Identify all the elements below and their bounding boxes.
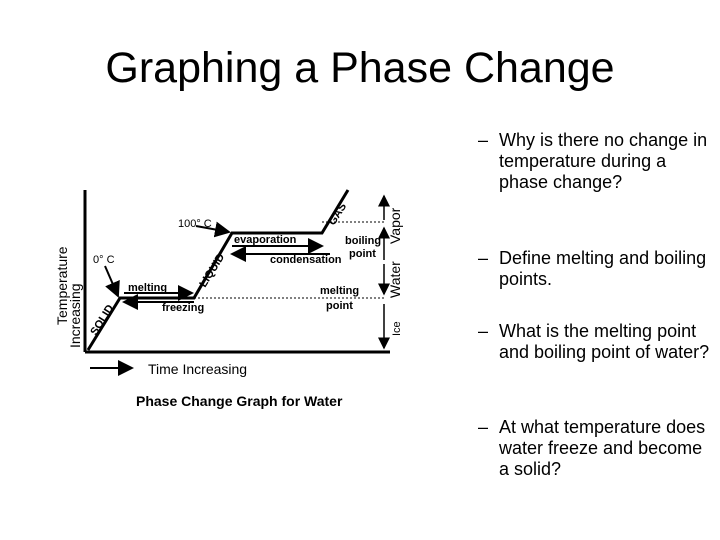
question-text: Why is there no change in temperature du… <box>499 130 708 192</box>
temp-0-label: 0° C <box>93 254 115 266</box>
state-solid-label: SOLID <box>88 303 116 338</box>
bullet-dash: – <box>478 130 489 150</box>
boiling-point-label-line2: point <box>349 248 376 260</box>
state-gas-label: GAS <box>326 201 349 228</box>
question-text: At what temperature does water freeze an… <box>499 417 706 479</box>
temp-0-pointer <box>104 265 120 298</box>
question-text: What is the melting point and boiling po… <box>499 321 710 362</box>
temp-100-label: 100° C <box>178 218 212 230</box>
slide-title: Graphing a Phase Change <box>105 44 615 92</box>
melting-point-label-line1: melting <box>320 285 359 297</box>
freezing-label: freezing <box>162 302 204 314</box>
question-item-3: – What is the melting point and boiling … <box>478 321 713 363</box>
melting-point-label-line2: point <box>326 300 353 312</box>
question-item-2: – Define melting and boiling points. <box>478 248 713 290</box>
question-text: Define melting and boiling points. <box>499 248 707 289</box>
bullet-dash: – <box>478 417 489 437</box>
bullet-dash: – <box>478 321 489 341</box>
condensation-label: condensation <box>270 254 342 266</box>
right-label-vapor: Vapor <box>387 207 403 244</box>
heating-curve <box>86 189 350 351</box>
boiling-point-label-line1: boiling <box>345 235 381 247</box>
y-axis-label-increasing: Increasing <box>67 283 83 348</box>
melting-label: melting <box>128 282 167 294</box>
question-item-1: – Why is there no change in temperature … <box>478 130 713 193</box>
bullet-dash: – <box>478 248 489 268</box>
right-label-ice: Ice <box>391 321 403 336</box>
state-liquid-label: LIQUID <box>197 252 227 290</box>
temp-100-pointer <box>195 221 231 238</box>
right-label-water: Water <box>387 261 403 298</box>
question-item-4: – At what temperature does water freeze … <box>478 417 713 480</box>
diagram-caption: Phase Change Graph for Water <box>136 393 343 409</box>
y-axis-label-temperature: Temperature <box>54 246 70 325</box>
evaporation-label: evaporation <box>234 234 297 246</box>
x-axis-label: Time Increasing <box>148 361 247 377</box>
